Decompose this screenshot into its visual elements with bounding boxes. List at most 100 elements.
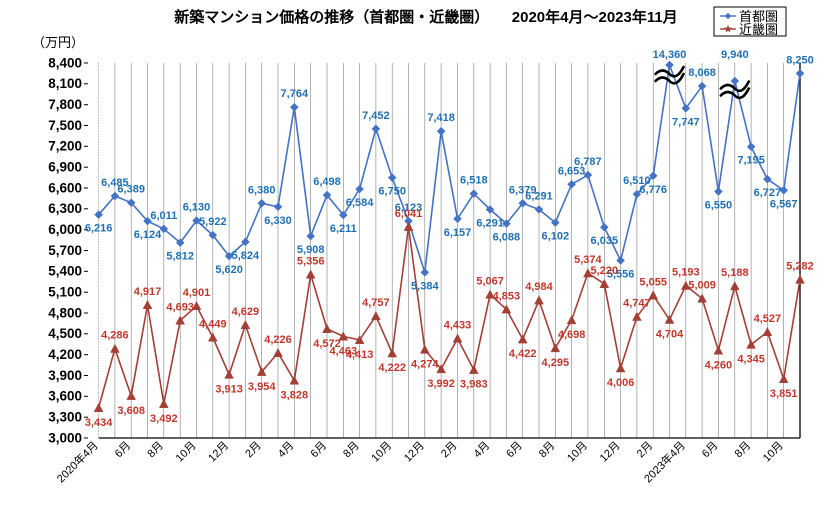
svg-text:4,500: 4,500: [48, 326, 82, 341]
svg-text:5,824: 5,824: [232, 250, 260, 262]
svg-text:7,452: 7,452: [362, 110, 390, 122]
svg-text:5,282: 5,282: [786, 261, 814, 273]
svg-text:6,330: 6,330: [264, 215, 292, 227]
svg-text:6,157: 6,157: [444, 227, 472, 239]
svg-text:6,584: 6,584: [346, 197, 374, 209]
svg-text:6,124: 6,124: [134, 229, 162, 241]
svg-text:8,400: 8,400: [48, 55, 82, 70]
svg-text:3,954: 3,954: [248, 381, 276, 393]
svg-text:6,035: 6,035: [591, 235, 619, 247]
svg-text:6,216: 6,216: [85, 223, 113, 235]
svg-text:3,851: 3,851: [770, 388, 798, 400]
svg-text:新築マンション価格の推移（首都圏・近畿圏） 2020年4月: 新築マンション価格の推移（首都圏・近畿圏） 2020年4月～2023年11月: [174, 8, 677, 26]
svg-text:7,418: 7,418: [427, 112, 455, 124]
svg-text:7,195: 7,195: [737, 155, 765, 167]
svg-text:4,286: 4,286: [101, 330, 129, 342]
svg-text:5,812: 5,812: [166, 251, 194, 263]
svg-text:3,992: 3,992: [427, 378, 455, 390]
svg-text:近畿圏: 近畿圏: [739, 22, 778, 37]
svg-text:3,983: 3,983: [460, 379, 488, 391]
svg-text:6,518: 6,518: [460, 175, 488, 187]
svg-text:6,900: 6,900: [48, 160, 82, 175]
svg-text:4,222: 4,222: [378, 362, 406, 374]
svg-text:4,295: 4,295: [542, 357, 570, 369]
svg-text:6,567: 6,567: [770, 198, 798, 210]
svg-text:3,900: 3,900: [48, 368, 82, 383]
svg-text:5,908: 5,908: [297, 244, 325, 256]
svg-text:6,389: 6,389: [117, 184, 145, 196]
svg-text:4,901: 4,901: [183, 287, 211, 299]
svg-text:6,600: 6,600: [48, 180, 82, 195]
svg-text:3,000: 3,000: [48, 430, 82, 445]
svg-text:4,260: 4,260: [705, 360, 733, 372]
svg-text:4,006: 4,006: [607, 377, 635, 389]
svg-text:6,380: 6,380: [248, 184, 276, 196]
svg-text:4,226: 4,226: [264, 334, 292, 346]
svg-text:3,600: 3,600: [48, 389, 82, 404]
svg-text:4,345: 4,345: [737, 354, 765, 366]
svg-text:5,055: 5,055: [639, 276, 667, 288]
svg-text:4,433: 4,433: [444, 320, 472, 332]
svg-text:4,527: 4,527: [754, 313, 782, 325]
svg-text:4,449: 4,449: [199, 318, 227, 330]
svg-text:6,130: 6,130: [183, 202, 211, 214]
svg-text:5,100: 5,100: [48, 285, 82, 300]
svg-text:8,100: 8,100: [48, 76, 82, 91]
svg-text:4,704: 4,704: [656, 329, 684, 341]
svg-text:6,550: 6,550: [705, 200, 733, 212]
svg-text:4,917: 4,917: [134, 286, 162, 298]
svg-text:5,400: 5,400: [48, 264, 82, 279]
svg-text:5,193: 5,193: [672, 267, 700, 279]
svg-text:4,698: 4,698: [558, 329, 586, 341]
svg-text:4,747: 4,747: [623, 298, 651, 310]
svg-text:5,922: 5,922: [199, 216, 227, 228]
svg-text:4,422: 4,422: [509, 348, 537, 360]
svg-text:8,068: 8,068: [688, 67, 716, 79]
svg-text:5,384: 5,384: [411, 280, 439, 292]
svg-text:6,000: 6,000: [48, 222, 82, 237]
svg-text:4,757: 4,757: [362, 297, 390, 309]
svg-text:4,984: 4,984: [525, 281, 553, 293]
svg-text:4,274: 4,274: [411, 359, 439, 371]
svg-text:5,009: 5,009: [688, 280, 716, 292]
svg-text:9,940: 9,940: [721, 49, 749, 61]
svg-text:5,620: 5,620: [215, 264, 243, 276]
svg-text:3,828: 3,828: [281, 390, 309, 402]
svg-text:7,747: 7,747: [672, 116, 700, 128]
svg-text:14,360: 14,360: [653, 49, 687, 61]
svg-text:4,200: 4,200: [48, 347, 82, 362]
svg-text:6,300: 6,300: [48, 201, 82, 216]
svg-text:4,800: 4,800: [48, 305, 82, 320]
svg-text:6,102: 6,102: [542, 231, 570, 243]
svg-text:6,776: 6,776: [639, 184, 667, 196]
svg-text:3,434: 3,434: [85, 417, 113, 429]
svg-text:5,067: 5,067: [476, 276, 504, 288]
svg-text:6,787: 6,787: [574, 156, 602, 168]
svg-text:6,088: 6,088: [493, 232, 521, 244]
svg-text:3,913: 3,913: [215, 384, 243, 396]
svg-text:4,693: 4,693: [166, 301, 194, 313]
svg-text:（万円）: （万円）: [32, 35, 84, 50]
svg-text:3,492: 3,492: [150, 413, 178, 425]
svg-text:8,250: 8,250: [786, 54, 814, 66]
svg-text:7,764: 7,764: [281, 88, 309, 100]
svg-text:6,211: 6,211: [330, 223, 357, 235]
svg-text:6,291: 6,291: [525, 191, 553, 203]
svg-text:5,356: 5,356: [297, 255, 325, 267]
svg-text:6,750: 6,750: [378, 186, 406, 198]
svg-text:4,413: 4,413: [346, 349, 374, 361]
svg-text:7,800: 7,800: [48, 97, 82, 112]
svg-text:5,188: 5,188: [721, 267, 749, 279]
svg-text:6,498: 6,498: [313, 176, 341, 188]
svg-text:5,700: 5,700: [48, 243, 82, 258]
svg-text:6,011: 6,011: [150, 210, 177, 222]
svg-text:5,220: 5,220: [591, 265, 619, 277]
svg-text:4,629: 4,629: [232, 306, 260, 318]
svg-text:4,853: 4,853: [493, 290, 521, 302]
svg-text:3,300: 3,300: [48, 410, 82, 425]
svg-text:6,041: 6,041: [395, 208, 423, 220]
svg-text:7,200: 7,200: [48, 139, 82, 154]
svg-text:3,608: 3,608: [117, 405, 145, 417]
svg-text:7,500: 7,500: [48, 118, 82, 133]
svg-text:6,291: 6,291: [476, 218, 504, 230]
